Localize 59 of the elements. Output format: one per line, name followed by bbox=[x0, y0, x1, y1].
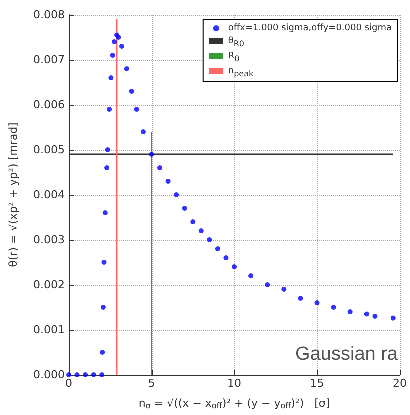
x-tick-label: 5 bbox=[148, 377, 156, 390]
y-axis-title: θ(r) = √(xp² + yp²) [mrad] bbox=[7, 122, 20, 268]
point bbox=[232, 264, 237, 270]
y-tick-label: 0.006 bbox=[34, 98, 65, 112]
point bbox=[134, 107, 140, 112]
y-tick-label: 0.001 bbox=[34, 324, 65, 336]
y-tick-label: 0.003 bbox=[34, 234, 65, 246]
point bbox=[100, 350, 106, 355]
point bbox=[104, 166, 110, 170]
y-tick-label: 0.004 bbox=[34, 188, 65, 202]
point bbox=[224, 256, 229, 260]
point bbox=[182, 206, 188, 211]
point bbox=[265, 282, 270, 288]
point bbox=[149, 152, 154, 157]
point bbox=[83, 372, 88, 378]
y-tick-label: 0.000 bbox=[34, 368, 65, 382]
point bbox=[116, 35, 122, 40]
point bbox=[108, 76, 114, 80]
point bbox=[119, 44, 124, 49]
point bbox=[110, 53, 116, 58]
point bbox=[124, 66, 130, 72]
x-tick-label: 10 bbox=[228, 377, 242, 390]
point bbox=[66, 372, 72, 378]
point bbox=[390, 316, 396, 321]
point bbox=[174, 192, 180, 198]
point bbox=[364, 312, 370, 317]
y-tick-label: 0.005 bbox=[34, 144, 65, 156]
x-tick-label: 20 bbox=[393, 377, 407, 390]
point bbox=[207, 238, 212, 242]
point bbox=[348, 310, 353, 314]
x-tick-label: 15 bbox=[310, 377, 324, 390]
point bbox=[100, 372, 105, 378]
point bbox=[372, 314, 378, 319]
point bbox=[331, 305, 336, 310]
point bbox=[166, 179, 171, 184]
point bbox=[248, 274, 254, 278]
point bbox=[298, 296, 304, 301]
point bbox=[158, 166, 163, 170]
point bbox=[140, 130, 146, 134]
legend-label: offx=1.000 sigma,offy=0.000 sigma bbox=[228, 24, 392, 34]
point bbox=[74, 372, 80, 378]
point bbox=[107, 107, 112, 112]
point bbox=[102, 210, 108, 216]
y-tick-label: 0.008 bbox=[34, 8, 65, 22]
point bbox=[112, 40, 118, 44]
point bbox=[91, 372, 96, 378]
point bbox=[282, 287, 287, 292]
point bbox=[190, 220, 196, 224]
point bbox=[314, 300, 320, 306]
x-tick-label: 0 bbox=[66, 377, 72, 390]
point bbox=[129, 89, 134, 94]
point bbox=[100, 305, 106, 310]
point bbox=[105, 148, 110, 152]
point bbox=[215, 246, 220, 252]
y-tick-label: 0.007 bbox=[34, 54, 65, 66]
y-tick-label: 0.002 bbox=[34, 278, 65, 292]
point bbox=[102, 260, 107, 265]
annotation: Gaussian ra bbox=[296, 344, 398, 365]
point bbox=[198, 228, 204, 234]
